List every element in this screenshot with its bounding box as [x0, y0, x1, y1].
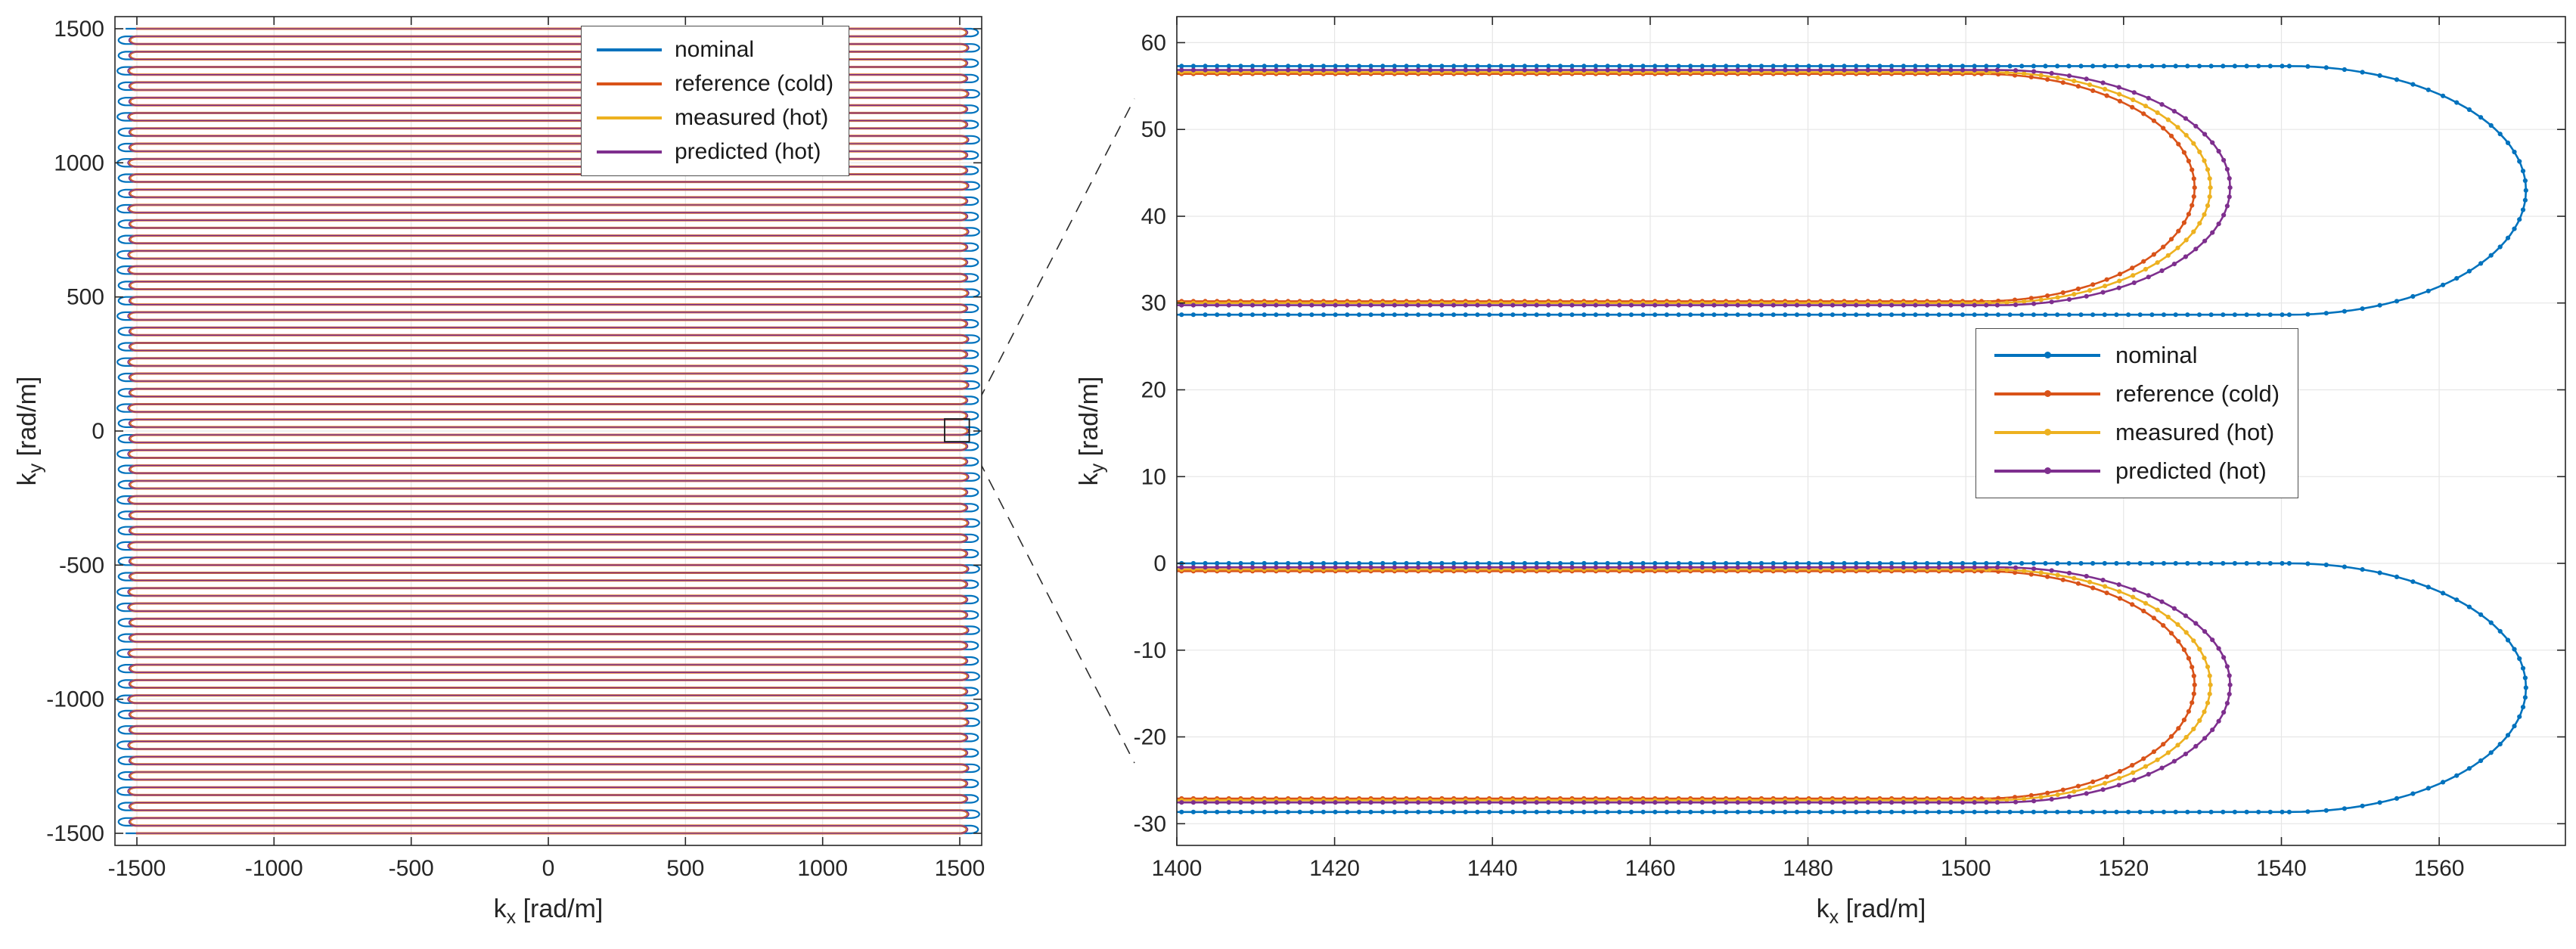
legend-line-swatch: [1994, 352, 2100, 359]
y-tick-label: 1500: [54, 17, 104, 42]
legend-label: reference (cold): [2115, 380, 2280, 407]
x-tick-label: 1460: [1625, 856, 1676, 881]
y-tick-label: 10: [1141, 464, 1166, 489]
top-turnaround: [1177, 64, 2528, 318]
legend-entry-predicted-hot: predicted (hot): [1994, 457, 2280, 485]
legend-entry-predicted-hot: predicted (hot): [597, 139, 833, 165]
legend-marker-dot: [2044, 352, 2051, 359]
legend-label: reference (cold): [675, 71, 834, 96]
y-tick-label: 20: [1141, 378, 1166, 403]
y-tick-label: 30: [1141, 291, 1166, 316]
y-tick-label: 40: [1141, 204, 1166, 229]
series-layer: [1177, 64, 2528, 814]
x-tick-label: -500: [389, 856, 434, 881]
marker-dots: [1179, 67, 2233, 308]
legend-zoom-plot: nominal reference (cold) measured (hot) pre…: [1975, 328, 2299, 498]
legend-entry-measured-hot: measured (hot): [597, 105, 833, 131]
zoom-leader-bottom: [968, 441, 1135, 764]
legend-marker-dot: [2044, 467, 2051, 475]
tick-marks: [115, 17, 982, 845]
marker-dots: [1179, 64, 2528, 318]
y-tick-label: 0: [1153, 551, 1166, 576]
legend-entry-reference-cold: reference (cold): [1994, 380, 2280, 408]
tick-marks: [1176, 17, 2565, 845]
y-axis-label: ky [rad/m]: [13, 377, 46, 486]
x-tick-label: 1420: [1309, 856, 1360, 881]
zoom-region-box: [944, 418, 970, 443]
x-tick-label: 0: [542, 856, 555, 881]
y-tick-label: 50: [1141, 117, 1166, 142]
y-axis-label: ky [rad/m]: [1075, 377, 1108, 486]
y-tick-label: -30: [1134, 811, 1166, 836]
series-nominal: [1177, 64, 2528, 318]
series-predicted-hot: [1177, 565, 2233, 805]
y-tick-label: 1000: [54, 150, 104, 175]
legend-label: predicted (hot): [675, 139, 821, 164]
y-tick-label: -10: [1134, 638, 1166, 663]
x-tick-label: 500: [666, 856, 704, 881]
legend-label: measured (hot): [675, 105, 829, 130]
tick-labels: 1400 1420 1440 1460 1480 1500 1520 1540 1560 -30 -…: [1134, 30, 2465, 881]
tick-labels: -1500 -1000 -500 0 500 1000 1500 -1500 -1000 -500…: [46, 17, 985, 881]
x-tick-label: 1520: [2098, 856, 2149, 881]
legend-line-swatch: [597, 82, 662, 85]
x-tick-label: 1000: [797, 856, 848, 881]
x-tick-label: -1000: [245, 856, 303, 881]
zoom-connector-lines: [968, 98, 1135, 764]
legend-line-swatch: [1994, 467, 2100, 475]
legend-line-swatch: [597, 150, 662, 154]
y-tick-label: -500: [59, 553, 104, 578]
x-tick-label: 1480: [1783, 856, 1833, 881]
y-tick-label: -20: [1134, 725, 1166, 750]
plot-background: [1177, 17, 2565, 845]
legend-entry-nominal: nominal: [597, 37, 833, 63]
y-tick-label: 0: [92, 419, 104, 444]
y-tick-label: -1000: [46, 687, 104, 712]
legend-marker-dot: [2044, 390, 2051, 398]
x-tick-label: 1560: [2414, 856, 2465, 881]
bottom-turnaround: [1177, 560, 2528, 814]
legend-label: nominal: [2115, 342, 2198, 368]
x-tick-label: 1400: [1152, 856, 1203, 881]
legend-line-swatch: [1994, 429, 2100, 436]
legend-entry-nominal: nominal: [1994, 342, 2280, 369]
x-tick-label: 1540: [2256, 856, 2307, 881]
marker-dots: [1179, 560, 2528, 814]
series-nominal: [1177, 560, 2528, 814]
legend-line-swatch: [597, 48, 662, 51]
x-tick-label: 1500: [1941, 856, 1991, 881]
x-axis-label: kx [rad/m]: [494, 895, 604, 928]
series-predicted-hot: [1177, 67, 2233, 308]
legend-full-plot: nominal reference (cold) measured (hot) pre…: [581, 26, 850, 176]
legend-label: measured (hot): [2115, 419, 2275, 445]
marker-dots: [1179, 565, 2233, 805]
zoom-leader-top: [968, 98, 1135, 420]
x-tick-label: -1500: [108, 856, 166, 881]
y-tick-label: -1500: [46, 821, 104, 846]
x-tick-label: 1500: [935, 856, 985, 881]
legend-line-swatch: [1994, 390, 2100, 398]
legend-entry-reference-cold: reference (cold): [597, 71, 833, 97]
legend-label: nominal: [675, 37, 755, 62]
legend-label: predicted (hot): [2115, 457, 2267, 484]
x-tick-label: 1440: [1467, 856, 1518, 881]
y-tick-label: 60: [1141, 30, 1166, 55]
legend-marker-dot: [2044, 429, 2051, 436]
kspace-zoom-chart: 1400 1420 1440 1460 1480 1500 1520 1540 1560 -30 -…: [1075, 16, 2566, 928]
y-tick-label: 500: [67, 285, 104, 310]
x-axis-label: kx [rad/m]: [1817, 895, 1926, 928]
axes-box: [1176, 16, 2566, 846]
legend-line-swatch: [597, 116, 662, 119]
legend-entry-measured-hot: measured (hot): [1994, 419, 2280, 446]
